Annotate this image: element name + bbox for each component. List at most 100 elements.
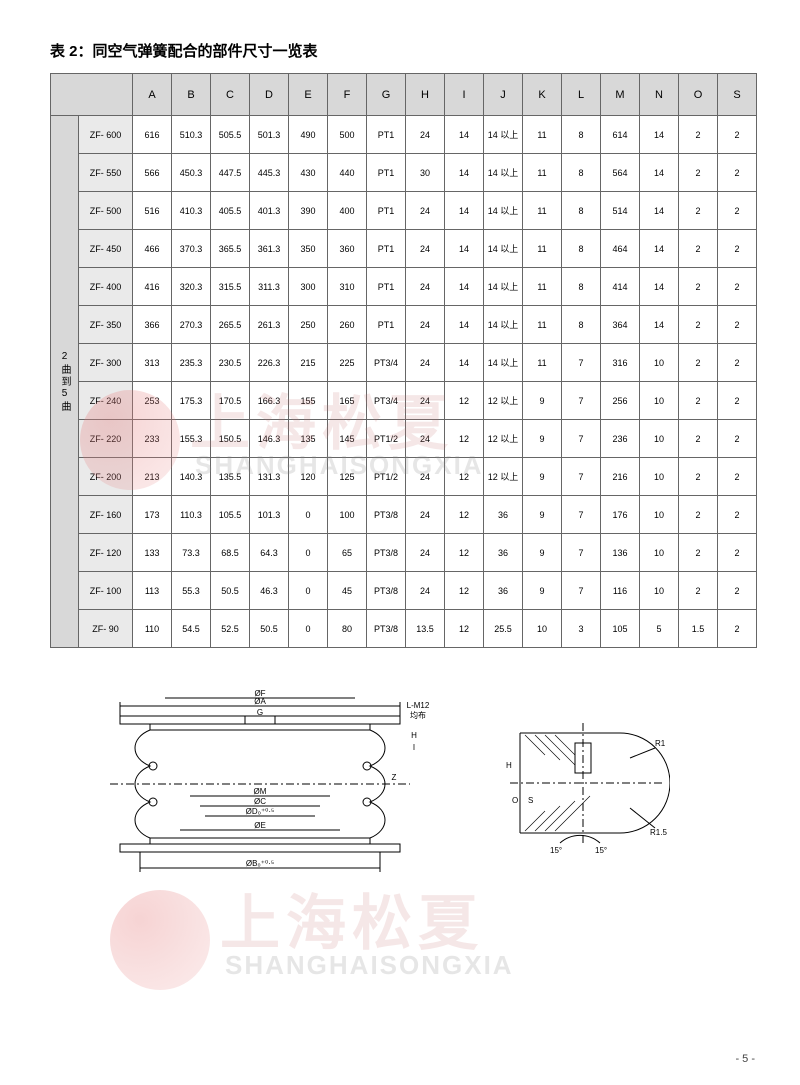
data-cell: 366 — [133, 306, 172, 344]
watermark-en: SHANGHAISONGXIA — [225, 950, 514, 981]
data-cell: 105 — [601, 610, 640, 648]
page-number: - 5 - — [735, 1053, 755, 1065]
table-row: ZF- 12013373.368.564.3065PT3/82412369713… — [51, 534, 757, 572]
table-row: ZF- 400416320.3315.5311.3300310PT1241414… — [51, 268, 757, 306]
data-cell: 14 以上 — [484, 306, 523, 344]
data-cell: 8 — [562, 306, 601, 344]
data-cell: 236 — [601, 420, 640, 458]
dimensions-table: A B C D E F G H I J K L M N O S 2曲到5曲ZF-… — [50, 73, 757, 648]
data-cell: 24 — [406, 496, 445, 534]
data-cell: 564 — [601, 154, 640, 192]
model-cell: ZF- 200 — [79, 458, 133, 496]
table-row: ZF- 9011054.552.550.5080PT3/813.51225.51… — [51, 610, 757, 648]
data-cell: 14 以上 — [484, 192, 523, 230]
side-label: 2曲到5曲 — [51, 116, 79, 648]
data-cell: 10 — [640, 534, 679, 572]
data-cell: PT3/4 — [367, 382, 406, 420]
data-cell: 50.5 — [211, 572, 250, 610]
data-cell: 12 以上 — [484, 458, 523, 496]
data-cell: 2 — [679, 420, 718, 458]
data-cell: 8 — [562, 230, 601, 268]
data-cell: 360 — [328, 230, 367, 268]
data-cell: 24 — [406, 192, 445, 230]
data-cell: 414 — [601, 268, 640, 306]
data-cell: 10 — [640, 496, 679, 534]
data-cell: 505.5 — [211, 116, 250, 154]
data-cell: 2 — [718, 610, 757, 648]
data-cell: PT3/8 — [367, 496, 406, 534]
data-cell: 65 — [328, 534, 367, 572]
data-cell: 0 — [289, 496, 328, 534]
data-cell: 36 — [484, 534, 523, 572]
model-cell: ZF- 400 — [79, 268, 133, 306]
data-cell: 320.3 — [172, 268, 211, 306]
detail-diagram: H O S R1 R1.5 15° 15° — [500, 713, 670, 863]
data-cell: 2 — [679, 344, 718, 382]
data-cell: 370.3 — [172, 230, 211, 268]
data-cell: PT1 — [367, 154, 406, 192]
model-cell: ZF- 300 — [79, 344, 133, 382]
table-row: ZF- 160173110.3105.5101.30100PT3/8241236… — [51, 496, 757, 534]
model-cell: ZF- 120 — [79, 534, 133, 572]
data-cell: 145 — [328, 420, 367, 458]
data-cell: 510.3 — [172, 116, 211, 154]
data-cell: 24 — [406, 572, 445, 610]
data-cell: 8 — [562, 268, 601, 306]
data-cell: 110.3 — [172, 496, 211, 534]
data-cell: 2 — [679, 116, 718, 154]
data-cell: 24 — [406, 344, 445, 382]
svg-text:L-M12: L-M12 — [407, 701, 430, 710]
data-cell: 10 — [640, 572, 679, 610]
data-cell: 105.5 — [211, 496, 250, 534]
data-cell: 24 — [406, 306, 445, 344]
svg-text:ØB₀⁺⁰·⁵: ØB₀⁺⁰·⁵ — [246, 859, 274, 868]
data-cell: 14 以上 — [484, 154, 523, 192]
data-cell: 265.5 — [211, 306, 250, 344]
data-cell: 12 以上 — [484, 382, 523, 420]
data-cell: 7 — [562, 382, 601, 420]
data-cell: 136 — [601, 534, 640, 572]
table-row: ZF- 300313235.3230.5226.3215225PT3/42414… — [51, 344, 757, 382]
data-cell: 166.3 — [250, 382, 289, 420]
model-cell: ZF- 600 — [79, 116, 133, 154]
svg-text:H: H — [411, 731, 417, 740]
data-cell: PT3/8 — [367, 610, 406, 648]
table-row: ZF- 200213140.3135.5131.3120125PT1/22412… — [51, 458, 757, 496]
data-cell: 216 — [601, 458, 640, 496]
data-cell: 7 — [562, 572, 601, 610]
data-cell: 46.3 — [250, 572, 289, 610]
col-header: O — [679, 74, 718, 116]
model-cell: ZF- 240 — [79, 382, 133, 420]
table-row: ZF- 350366270.3265.5261.3250260PT1241414… — [51, 306, 757, 344]
col-header: N — [640, 74, 679, 116]
data-cell: 24 — [406, 116, 445, 154]
data-cell: 14 以上 — [484, 116, 523, 154]
model-cell: ZF- 450 — [79, 230, 133, 268]
data-cell: 0 — [289, 534, 328, 572]
data-cell: PT1 — [367, 306, 406, 344]
data-cell: 315.5 — [211, 268, 250, 306]
data-cell: 8 — [562, 154, 601, 192]
data-cell: 24 — [406, 230, 445, 268]
data-cell: PT3/8 — [367, 572, 406, 610]
data-cell: 2 — [718, 116, 757, 154]
svg-text:15°: 15° — [550, 846, 562, 855]
data-cell: PT1/2 — [367, 458, 406, 496]
watermark-cn: 上海松夏 — [220, 875, 484, 962]
data-cell: 2 — [718, 420, 757, 458]
col-header: A — [133, 74, 172, 116]
data-cell: 10 — [523, 610, 562, 648]
data-cell: 390 — [289, 192, 328, 230]
data-cell: 14 以上 — [484, 230, 523, 268]
data-cell: 2 — [679, 192, 718, 230]
data-cell: PT3/8 — [367, 534, 406, 572]
data-cell: 8 — [562, 192, 601, 230]
data-cell: 313 — [133, 344, 172, 382]
data-cell: 450.3 — [172, 154, 211, 192]
data-cell: 14 — [445, 306, 484, 344]
watermark-logo-icon — [110, 890, 210, 990]
data-cell: 150.5 — [211, 420, 250, 458]
data-cell: 110 — [133, 610, 172, 648]
data-cell: 30 — [406, 154, 445, 192]
col-header: B — [172, 74, 211, 116]
